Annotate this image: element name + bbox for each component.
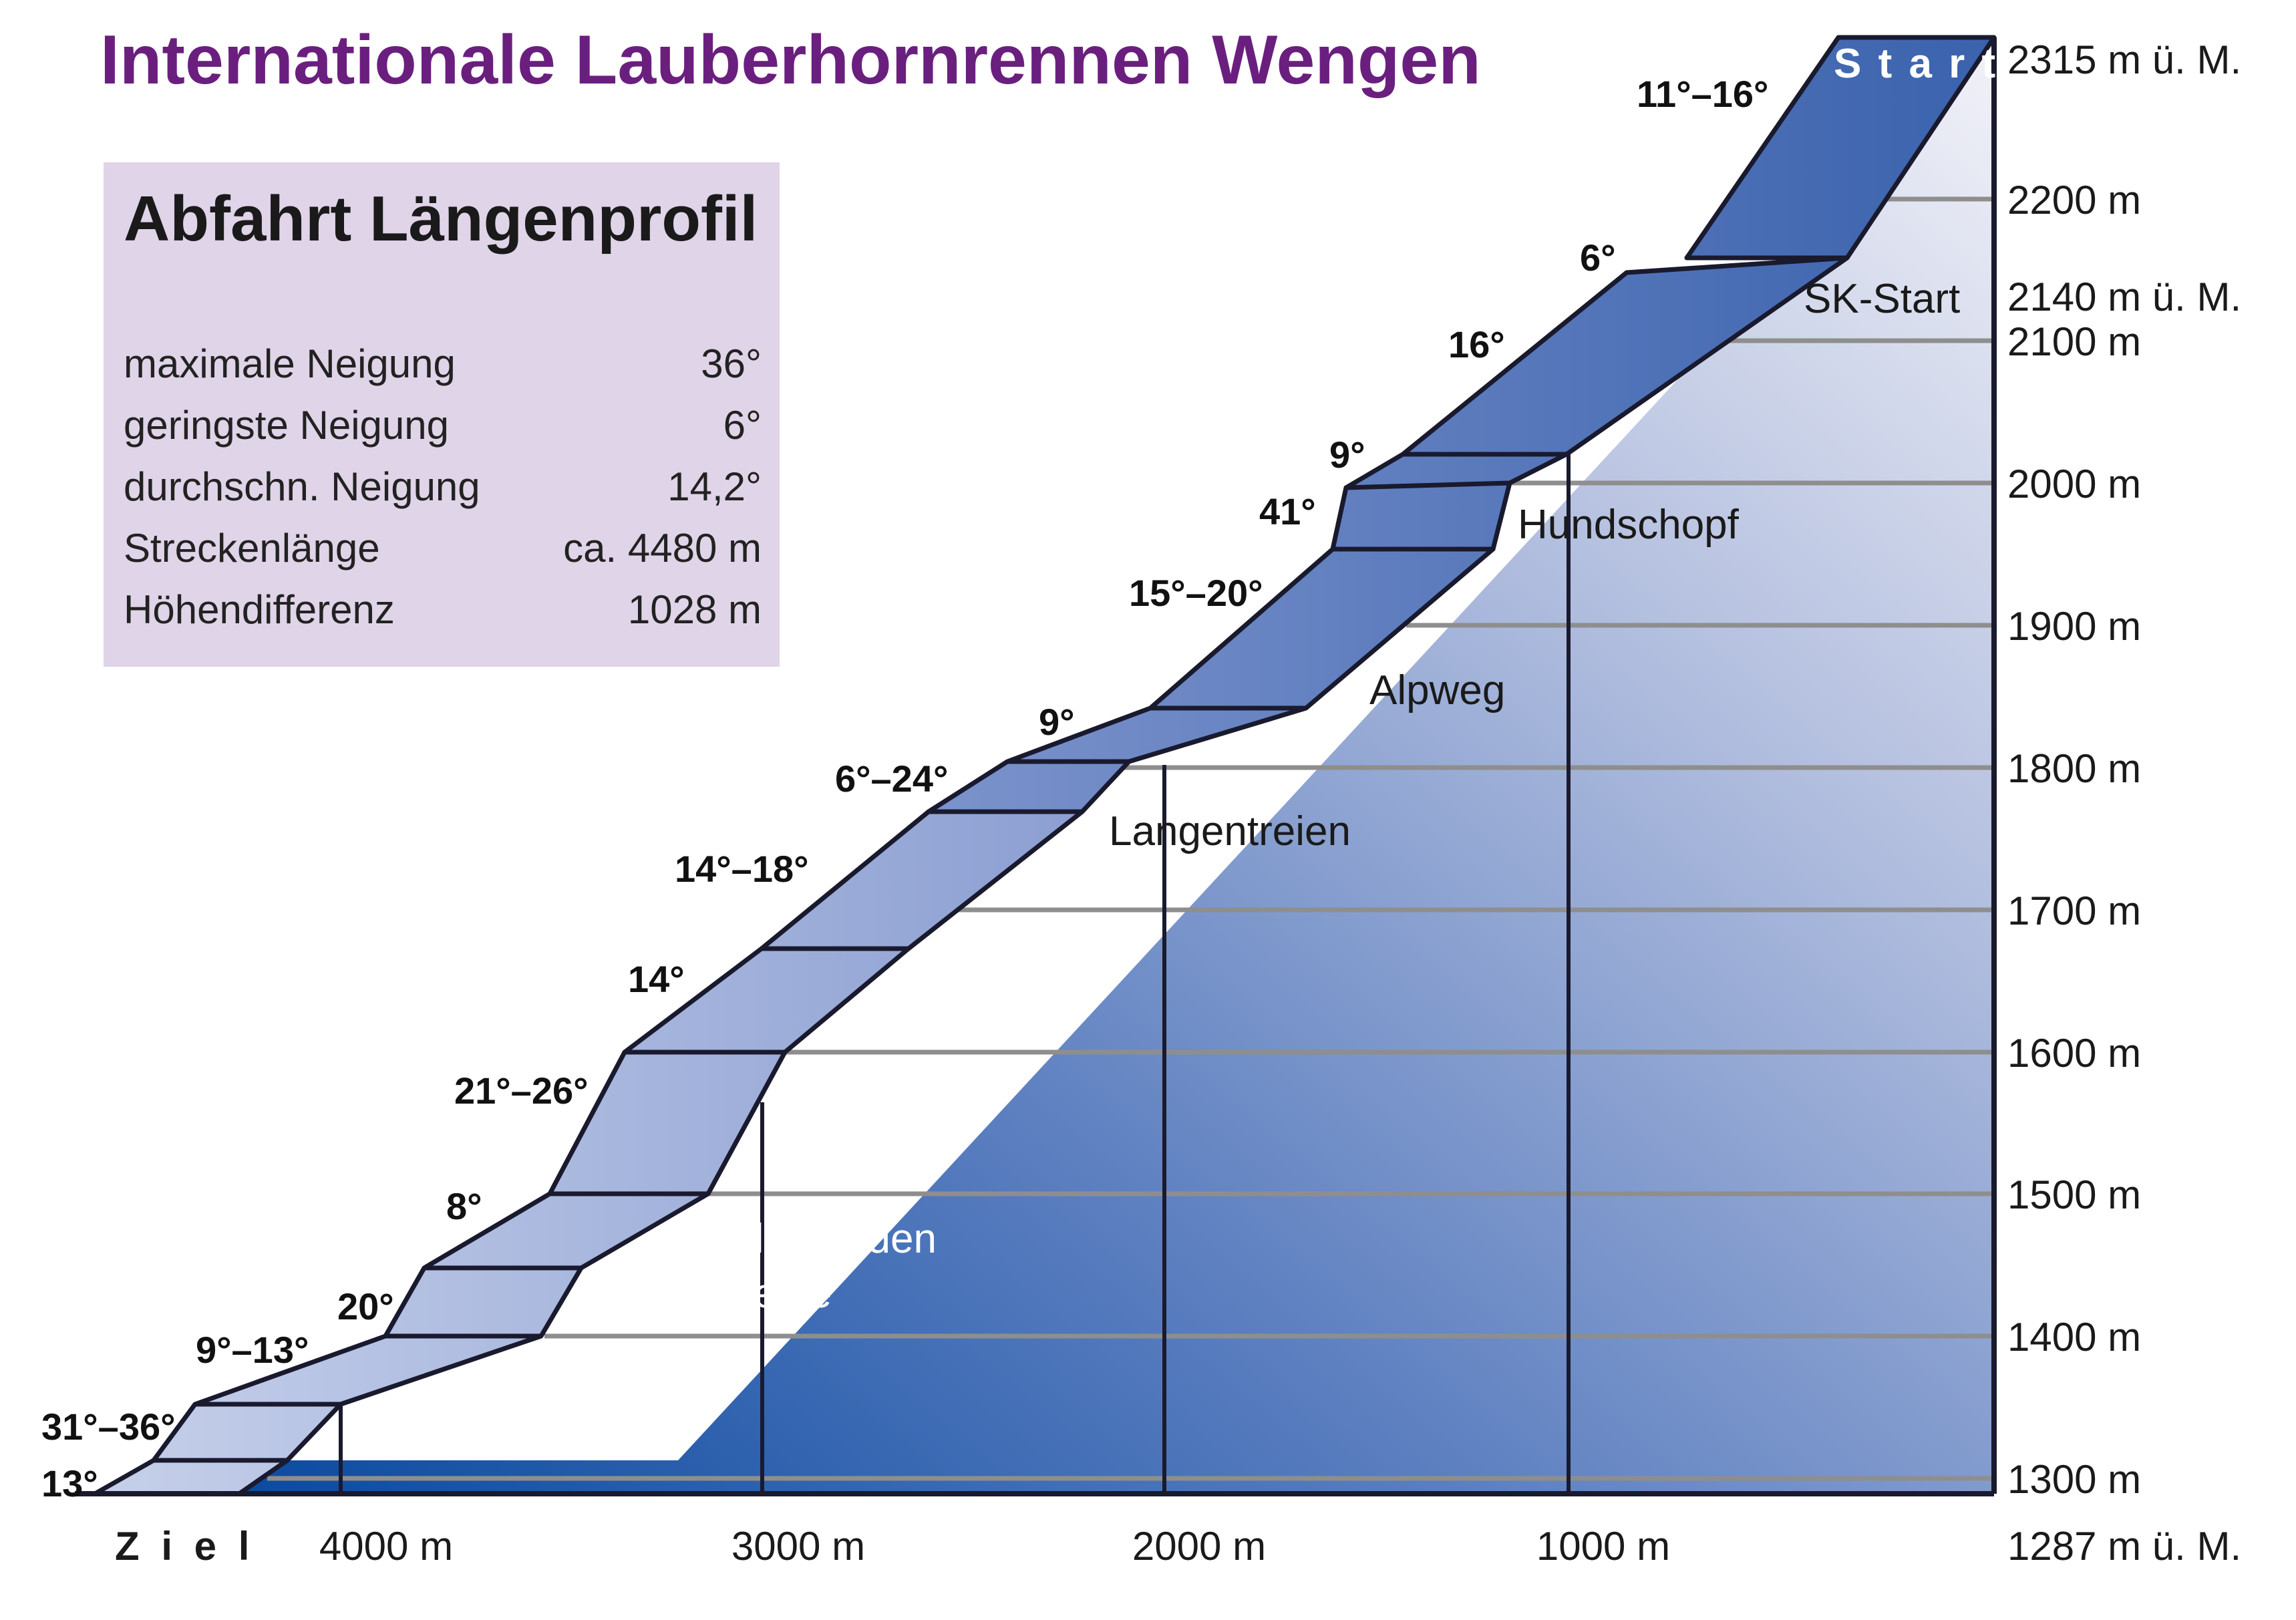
altitude-tick-label: 1500 m <box>2007 1172 2141 1217</box>
angle-label: 6° <box>1580 236 1616 279</box>
altitude-axis: 2315 m ü. M. 2200 m 2140 m ü. M. 2100 m … <box>2007 37 2241 1569</box>
altitude-tick-label: 1900 m <box>2007 604 2141 649</box>
angle-labels: 11°–16° 6° 16° 9° 41° 15°–20° 9° 6°–24° … <box>41 73 1768 1504</box>
altitude-tick-label: 2100 m <box>2007 319 2141 364</box>
distance-axis: Z i e l 4000 m 3000 m 2000 m 1000 m <box>115 1524 1670 1569</box>
place-label-alpweg: Alpweg <box>1369 667 1505 713</box>
place-label-sk-start: SK-Start <box>1804 276 1960 322</box>
info-row-value: 36° <box>701 341 762 386</box>
page-title: Internationale Lauberhornrennen Wengen <box>100 21 1481 99</box>
info-row-label: Streckenlänge <box>124 526 380 571</box>
place-label-seilersboden: Seilersboden <box>695 1216 937 1262</box>
place-label-hundschopf: Hundschopf <box>1518 502 1740 548</box>
angle-label: 9° <box>1329 434 1365 476</box>
altitude-tick-label: 2000 m <box>2007 462 2141 506</box>
altitude-tick-label: 2200 m <box>2007 178 2141 222</box>
distance-tick-label: 2000 m <box>1132 1524 1266 1569</box>
altitude-tick-label: 1600 m <box>2007 1031 2141 1076</box>
info-box-rows: maximale Neigung 36° geringste Neigung 6… <box>124 341 762 632</box>
distance-tick-label: 4000 m <box>319 1524 453 1569</box>
altitude-label-sk-start: 2140 m ü. M. <box>2007 275 2241 319</box>
place-label-zielschuss: Zielschuss <box>442 1402 638 1448</box>
place-label-hannegg: Hannegg <box>788 1102 957 1148</box>
angle-label: 8° <box>446 1185 482 1227</box>
distance-label-finish: Z i e l <box>115 1524 255 1569</box>
angle-label: 41° <box>1259 490 1316 532</box>
info-box-heading: Abfahrt Längenprofil <box>124 183 758 255</box>
place-label-start: S t a r t <box>1834 41 1998 87</box>
angle-label: 9°–13° <box>196 1329 309 1371</box>
course-ribbon-lower <box>92 809 1085 1496</box>
altitude-label-bottom: 1287 m ü. M. <box>2007 1524 2241 1569</box>
angle-label: 31°–36° <box>41 1406 176 1448</box>
profile-outline <box>75 37 1997 1496</box>
distance-markers <box>339 446 1571 1494</box>
angle-label: 14°–18° <box>675 848 809 890</box>
altitude-tick-label: 1300 m <box>2007 1457 2141 1502</box>
angle-label: 20° <box>337 1285 394 1327</box>
altitude-label-top: 2315 m ü. M. <box>2007 37 2241 82</box>
angle-label: 9° <box>1039 701 1075 743</box>
place-label-wegscheide: Wegscheide <box>605 1271 832 1317</box>
info-box <box>104 162 780 667</box>
angle-label: 11°–16° <box>1637 73 1768 115</box>
angle-label: 16° <box>1448 323 1505 365</box>
angle-label: 13° <box>41 1462 98 1504</box>
place-label-langentreien: Langentreien <box>1109 808 1351 854</box>
altitude-gridlines <box>267 196 1994 1481</box>
info-row-label: geringste Neigung <box>124 403 449 448</box>
slope-area <box>239 37 1994 1494</box>
angle-label: 6°–24° <box>835 758 948 800</box>
info-row-value: 1028 m <box>628 587 762 632</box>
info-row-value: 6° <box>723 403 762 448</box>
info-row-label: Höhendifferenz <box>124 587 395 632</box>
angle-label: 15°–20° <box>1129 572 1263 614</box>
distance-tick-label: 3000 m <box>731 1524 865 1569</box>
info-row-label: durchschn. Neigung <box>124 464 480 509</box>
angle-label: 21°–26° <box>454 1070 589 1112</box>
info-row-value: ca. 4480 m <box>563 526 762 571</box>
angle-label: 14° <box>628 958 685 1000</box>
distance-tick-label: 1000 m <box>1536 1524 1670 1569</box>
info-row-value: 14,2° <box>667 464 762 509</box>
altitude-tick-label: 1400 m <box>2007 1315 2141 1359</box>
altitude-tick-label: 1700 m <box>2007 888 2141 933</box>
info-row-label: maximale Neigung <box>124 341 456 386</box>
altitude-tick-label: 1800 m <box>2007 746 2141 791</box>
